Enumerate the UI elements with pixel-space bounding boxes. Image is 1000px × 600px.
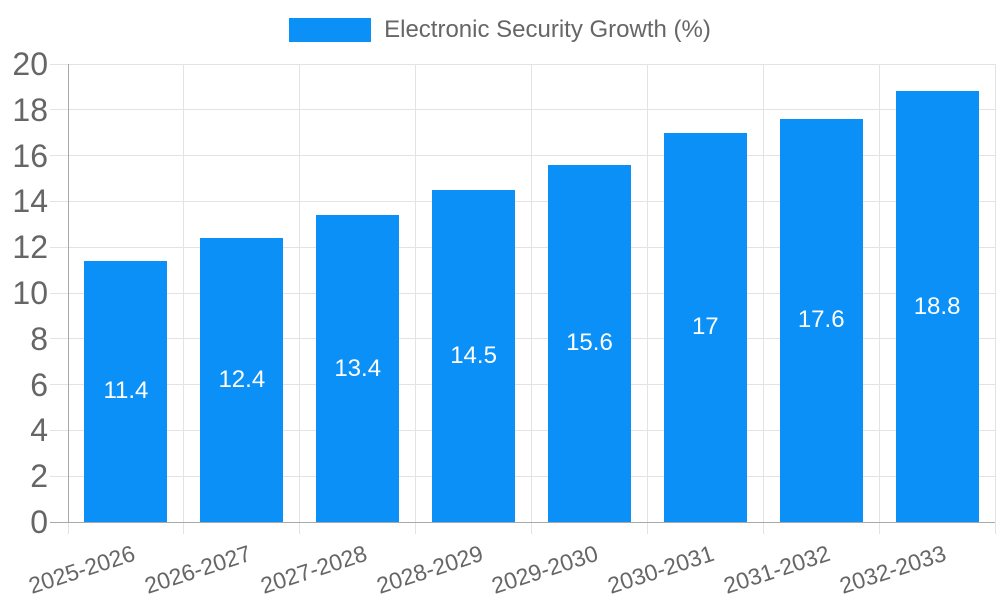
legend-swatch	[289, 18, 372, 42]
gridline-y	[50, 155, 995, 157]
plot-area: 11.4 12.4 13.4 14.5 15.6 17 17.6 18.8	[50, 63, 996, 534]
y-tick-label: 18	[12, 91, 48, 128]
bar-value-label: 14.5	[450, 341, 497, 369]
bar-2029-2030[interactable]	[547, 164, 631, 522]
y-tick-label: 14	[12, 183, 48, 220]
gridline-x	[646, 64, 648, 534]
x-tick-label: 2032-2033	[836, 540, 950, 599]
gridline-x	[878, 64, 880, 534]
gridline-y	[50, 475, 995, 477]
chart-legend: Electronic Security Growth (%)	[0, 16, 1000, 44]
gridline-y	[50, 109, 995, 111]
x-tick-label: 2031-2032	[720, 540, 834, 599]
x-axis-line	[50, 522, 995, 523]
bar-value-label: 17	[691, 313, 719, 341]
bar-2031-2032[interactable]	[779, 118, 863, 522]
bar-2025-2026[interactable]	[84, 260, 168, 522]
gridline-x	[531, 64, 532, 534]
y-tick-label: 16	[12, 137, 48, 174]
y-axis-line	[68, 64, 69, 522]
gridline-y	[50, 63, 995, 65]
bar-2030-2031[interactable]	[663, 132, 747, 522]
bar-2026-2027[interactable]	[200, 238, 284, 522]
bar-value-label: 15.6	[566, 329, 613, 357]
gridline-x	[183, 64, 185, 534]
x-tick-label: 2025-2026	[25, 540, 138, 599]
gridline-x	[994, 64, 996, 534]
y-tick-label: 6	[30, 366, 48, 403]
y-tick-label: 0	[30, 504, 48, 540]
y-tick-label: 20	[12, 46, 48, 82]
bar-value-label: 12.4	[218, 366, 266, 394]
x-tick-label: 2026-2027	[141, 540, 254, 599]
gridline-y	[50, 292, 995, 294]
bar-2027-2028[interactable]	[316, 215, 400, 522]
gridline-x	[299, 64, 301, 534]
bar-value-label: 11.4	[103, 377, 149, 405]
legend-label: Electronic Security Growth (%)	[384, 16, 711, 43]
y-tick-label: 12	[12, 229, 48, 266]
x-tick-label: 2030-2031	[604, 540, 718, 599]
gridline-x	[762, 64, 764, 534]
bar-value-label: 13.4	[334, 354, 382, 382]
y-tick-label: 4	[30, 412, 48, 449]
bar-value-label: 17.6	[797, 306, 845, 334]
y-tick-label: 10	[12, 275, 48, 311]
y-tick-label: 2	[30, 458, 48, 495]
x-tick-label: 2027-2028	[257, 540, 370, 599]
gridline-y	[50, 384, 995, 386]
bar-value-label: 18.8	[913, 292, 961, 320]
gridline-y	[50, 246, 995, 248]
gridline-y	[50, 429, 995, 431]
bar-2028-2029[interactable]	[432, 189, 516, 522]
gridline-y	[50, 200, 995, 202]
gridline-x	[415, 64, 417, 534]
gridline-y	[50, 338, 995, 340]
y-tick-label: 8	[30, 320, 48, 357]
legend-item[interactable]: Electronic Security Growth (%)	[289, 16, 711, 44]
x-tick-label: 2029-2030	[488, 540, 602, 599]
bar-2032-2033[interactable]	[895, 91, 979, 522]
x-tick-label: 2028-2029	[372, 540, 486, 599]
